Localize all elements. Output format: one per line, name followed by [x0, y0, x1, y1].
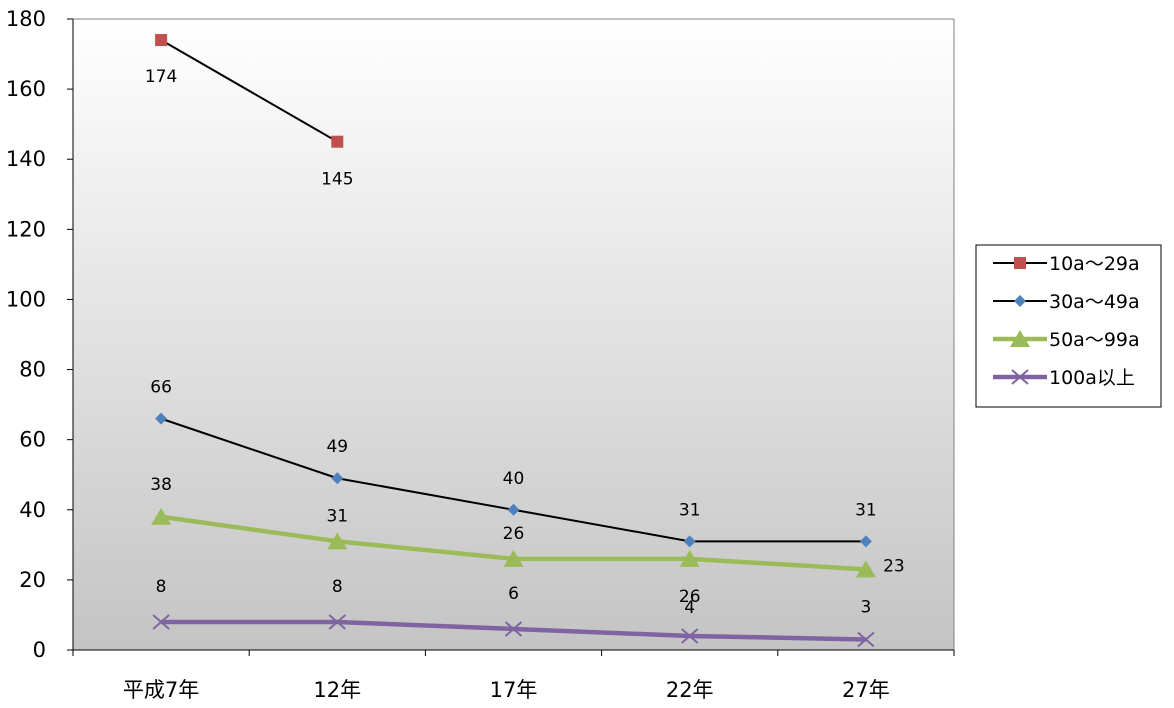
data-label: 23 — [883, 556, 905, 576]
data-point — [155, 34, 168, 47]
series-line — [160, 39, 338, 143]
data-point — [857, 631, 875, 648]
data-point — [504, 621, 523, 637]
y-tick-label: 100 — [6, 287, 46, 311]
data-label: 31 — [855, 500, 877, 520]
data-label: 8 — [156, 577, 167, 597]
y-tick-label: 120 — [6, 217, 46, 241]
data-label: 8 — [332, 577, 343, 597]
y-tick-label: 180 — [6, 7, 46, 31]
x-tick-label: 22年 — [666, 678, 714, 702]
legend-label: 30a〜49a — [1049, 291, 1140, 313]
y-tick-label: 20 — [19, 568, 46, 592]
data-point — [327, 532, 348, 550]
x-tick-label: 平成7年 — [123, 678, 199, 702]
legend-box — [975, 244, 1162, 408]
y-tick-label: 0 — [33, 638, 46, 662]
x-tick-label: 12年 — [313, 678, 361, 702]
legend-marker — [1014, 257, 1026, 269]
data-point — [503, 549, 524, 567]
legend-item: 50a〜99a — [993, 329, 1140, 351]
data-label: 38 — [150, 475, 172, 495]
data-label: 145 — [321, 170, 353, 190]
data-label: 26 — [503, 524, 525, 544]
x-tick-label: 17年 — [490, 678, 538, 702]
data-point — [155, 412, 168, 425]
x-tick-label: 27年 — [842, 678, 890, 702]
data-label: 6 — [508, 584, 519, 604]
legend-item: 30a〜49a — [993, 291, 1140, 313]
data-label: 4 — [684, 598, 695, 618]
data-label: 3 — [860, 597, 871, 617]
y-tick-label: 160 — [6, 77, 46, 101]
series-2 — [155, 412, 872, 548]
series-3 — [151, 507, 876, 578]
data-point — [679, 549, 700, 567]
legend-label: 10a〜29a — [1049, 253, 1140, 275]
data-label: 40 — [503, 469, 525, 489]
data-label: 31 — [326, 506, 348, 526]
y-tick-label: 40 — [19, 498, 46, 522]
series-4 — [152, 614, 875, 648]
y-tick-label: 60 — [19, 428, 46, 452]
series-1 — [155, 34, 344, 148]
data-point — [328, 614, 346, 630]
y-tick-label: 140 — [6, 147, 46, 171]
plot-area — [73, 19, 954, 650]
data-label: 26 — [679, 587, 701, 607]
legend-marker — [1014, 295, 1026, 307]
legend-item: 10a〜29a — [993, 253, 1140, 275]
data-point — [152, 614, 170, 630]
data-point — [859, 535, 872, 548]
data-point — [331, 135, 344, 148]
data-label: 49 — [326, 437, 348, 457]
data-point — [151, 507, 172, 525]
y-tick-label: 80 — [19, 358, 46, 382]
data-label: 31 — [679, 500, 701, 520]
data-label: 66 — [150, 378, 172, 398]
data-point — [507, 503, 520, 516]
data-label: 174 — [145, 67, 177, 87]
legend-marker — [1011, 369, 1029, 385]
legend-marker — [1010, 330, 1030, 347]
data-point — [681, 628, 699, 644]
data-point — [855, 560, 876, 578]
legend-item: 100a以上 — [993, 367, 1135, 389]
data-point — [683, 535, 696, 548]
legend-label: 50a〜99a — [1049, 329, 1140, 351]
data-point — [331, 472, 344, 485]
legend-label: 100a以上 — [1049, 367, 1135, 389]
